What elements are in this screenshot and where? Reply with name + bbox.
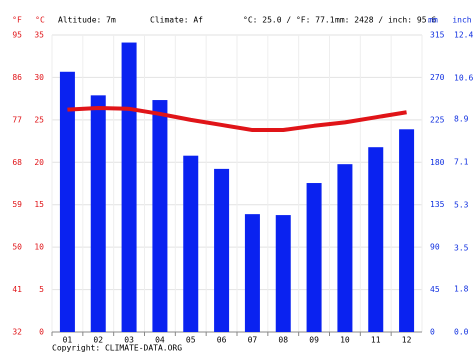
x-tick-label: 06 xyxy=(217,336,227,345)
x-tick-label: 12 xyxy=(402,336,412,345)
precipitation-bar xyxy=(152,100,168,332)
x-tick-label: 10 xyxy=(340,336,350,345)
yticks-label: 30 xyxy=(34,73,44,82)
inchticks-label: 12.4 xyxy=(454,31,473,40)
y2ticks-label: 225 xyxy=(430,115,445,124)
precipitation-bar xyxy=(183,155,199,332)
fticks-label: 41 xyxy=(12,285,22,294)
y2ticks-label: 315 xyxy=(430,31,445,40)
yticks-label: 10 xyxy=(34,243,44,252)
copyright: Copyright: CLIMATE-DATA.ORG xyxy=(52,344,182,353)
x-tick-label: 09 xyxy=(309,336,319,345)
inchticks-label: 7.1 xyxy=(454,157,469,166)
climate: Climate: Af xyxy=(150,16,203,25)
precipitation-bar xyxy=(59,71,75,333)
altitude: Altitude: 7m xyxy=(58,16,116,25)
y2ticks-label: 45 xyxy=(430,285,440,294)
fticks-label: 59 xyxy=(12,200,22,209)
yticks-label: 20 xyxy=(34,158,44,167)
fticks-label: 95 xyxy=(12,31,22,40)
total-precipitation: mm: 2428 / inch: 95.6 xyxy=(335,16,436,25)
precipitation-bar xyxy=(368,147,384,332)
x-tick-label: 01 xyxy=(63,336,73,345)
fticks-label: 86 xyxy=(12,73,22,82)
fticks-label: 68 xyxy=(12,158,22,167)
inchticks-label: 3.5 xyxy=(454,244,469,253)
inchticks-label: 8.9 xyxy=(454,114,469,123)
precipitation-bar xyxy=(275,215,291,332)
fticks-label: 32 xyxy=(12,328,22,337)
inch-axis-label: inch xyxy=(452,16,471,25)
precipitation-bar xyxy=(337,164,353,332)
x-tick-label: 07 xyxy=(248,336,258,345)
x-tick-label: 08 xyxy=(278,336,288,345)
inchticks-label: 5.3 xyxy=(454,201,469,210)
y2ticks-label: 90 xyxy=(430,243,440,252)
yticks-label: 5 xyxy=(39,285,44,294)
x-tick-label: 02 xyxy=(93,336,103,345)
x-tick-label: 11 xyxy=(371,336,381,345)
yticks-label: 15 xyxy=(34,200,44,209)
precipitation-bar xyxy=(214,168,230,332)
x-tick-label: 05 xyxy=(186,336,196,345)
precipitation-bar xyxy=(121,42,137,333)
precipitation-bar xyxy=(90,95,106,332)
precipitation-bar xyxy=(399,129,415,332)
precipitation-bar xyxy=(306,183,322,332)
c-axis-label: °C xyxy=(35,16,45,25)
yticks-label: 35 xyxy=(34,31,44,40)
x-tick-label: 03 xyxy=(124,336,134,345)
y2ticks-label: 270 xyxy=(430,73,445,82)
inchticks-label: 10.6 xyxy=(454,74,473,83)
yticks-label: 25 xyxy=(34,115,44,124)
f-axis-label: °F xyxy=(12,16,22,25)
mm-axis-label: mm xyxy=(428,16,438,25)
y2ticks-label: 0 xyxy=(430,328,435,337)
fticks-label: 77 xyxy=(12,115,22,124)
x-tick-label: 04 xyxy=(155,336,165,345)
inchticks-label: 1.8 xyxy=(454,284,469,293)
precipitation-bar xyxy=(244,214,260,332)
inchticks-label: 0.0 xyxy=(454,328,469,337)
y2ticks-label: 135 xyxy=(430,200,445,209)
fticks-label: 50 xyxy=(12,243,22,252)
yticks-label: 0 xyxy=(39,328,44,337)
temperature-line xyxy=(67,105,407,133)
y2ticks-label: 180 xyxy=(430,158,445,167)
average-temperature: °C: 25.0 / °F: 77.1 xyxy=(243,16,335,25)
